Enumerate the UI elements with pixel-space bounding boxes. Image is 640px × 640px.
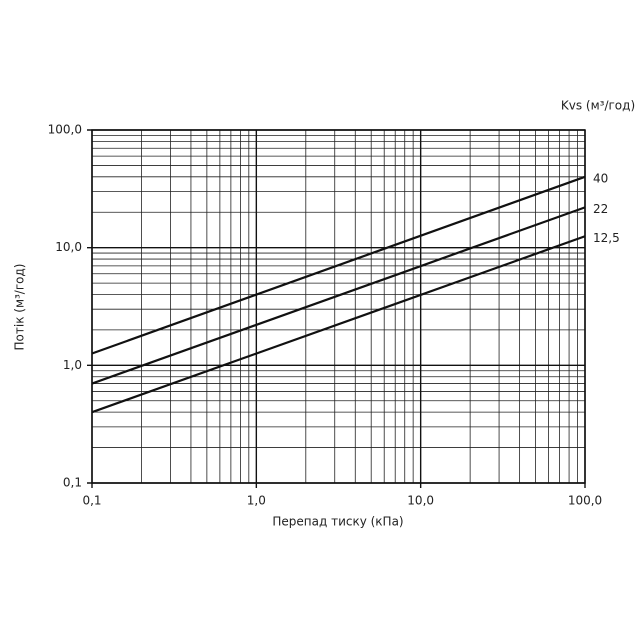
y-tick-label: 100,0 <box>48 123 82 137</box>
series-label: 12,5 <box>593 231 620 245</box>
plot-frame <box>91 129 586 484</box>
series-label: 40 <box>593 171 608 185</box>
series-label: 22 <box>593 202 608 216</box>
y-tick-label: 0,1 <box>63 476 82 490</box>
x-tick-label: 10,0 <box>407 494 434 508</box>
x-tick-label: 1,0 <box>247 494 266 508</box>
series-line <box>91 206 586 385</box>
x-tick-label: 0,1 <box>82 494 101 508</box>
y-tick-label: 1,0 <box>63 358 82 372</box>
x-tick-label: 100,0 <box>568 494 602 508</box>
series-line <box>91 235 586 414</box>
series-line <box>91 175 586 355</box>
x-axis-label: Перепад тиску (кПа) <box>272 515 403 529</box>
legend-title: Kvs (м³/год) <box>561 99 635 113</box>
y-tick-label: 10,0 <box>55 240 82 254</box>
y-axis-label: Потік (м³/год) <box>13 264 27 351</box>
